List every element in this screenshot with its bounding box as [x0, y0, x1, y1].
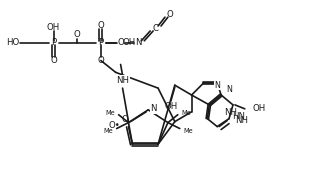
Text: NH: NH: [225, 108, 237, 117]
Text: OH: OH: [47, 23, 60, 31]
Text: O•: O•: [109, 121, 121, 130]
Text: OH: OH: [253, 104, 266, 113]
Text: P: P: [51, 38, 56, 47]
Text: Me: Me: [182, 110, 191, 116]
Text: O: O: [98, 56, 104, 65]
Text: C: C: [152, 24, 158, 32]
Text: O: O: [167, 10, 173, 19]
Text: NH: NH: [235, 116, 248, 125]
Text: HN: HN: [232, 112, 245, 121]
Text: Me: Me: [105, 110, 115, 116]
Text: N: N: [214, 81, 220, 90]
Text: O: O: [74, 30, 81, 39]
Text: O: O: [117, 38, 124, 47]
Text: N: N: [135, 38, 142, 47]
Text: HO: HO: [6, 38, 19, 47]
Text: Me: Me: [184, 129, 193, 135]
Text: O: O: [50, 56, 57, 65]
Text: NH: NH: [116, 76, 129, 85]
Text: N: N: [150, 104, 157, 113]
Text: N: N: [226, 85, 232, 94]
Text: OH: OH: [164, 102, 178, 111]
Text: P: P: [98, 38, 103, 47]
Text: Me: Me: [103, 129, 113, 135]
Text: O: O: [98, 20, 104, 30]
Text: O: O: [121, 115, 128, 124]
Text: OH: OH: [122, 38, 136, 47]
